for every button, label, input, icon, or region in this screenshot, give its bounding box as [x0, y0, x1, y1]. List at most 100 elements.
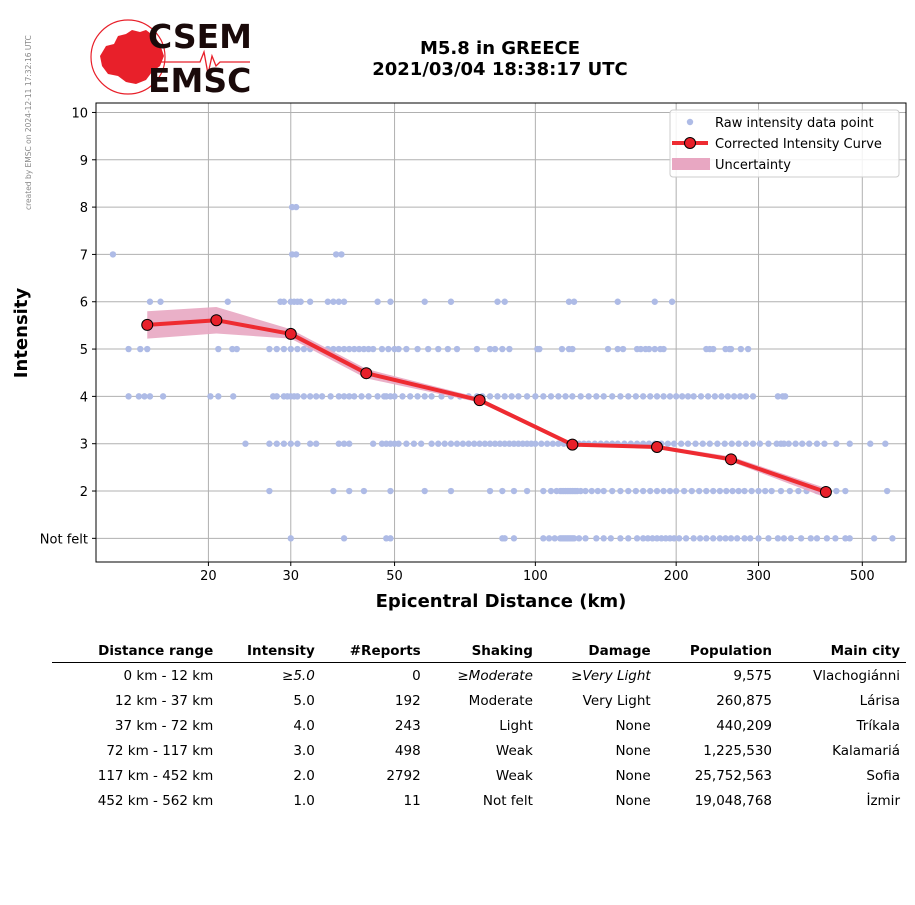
raw-data-point [774, 393, 782, 400]
raw-data-point [523, 393, 531, 400]
raw-data-point [447, 487, 455, 495]
raw-data-point [668, 298, 676, 305]
plot-frame [95, 102, 907, 563]
raw-data-point [486, 345, 494, 353]
raw-data-point [515, 393, 522, 400]
raw-data-point [547, 487, 555, 495]
raw-data-point [684, 393, 692, 400]
raw-data-point [207, 393, 214, 400]
raw-data-point [547, 393, 555, 400]
raw-data-point [330, 487, 337, 495]
raw-data-point [699, 440, 706, 447]
side-note: created by EMSC on 2024-12-11 17:32:16 U… [24, 35, 33, 210]
cell-damage: None [615, 792, 651, 809]
y-axis-label: Intensity [11, 288, 32, 379]
raw-data-point [476, 440, 483, 447]
raw-data-point [242, 440, 249, 447]
raw-data-point [360, 487, 368, 495]
cell-intensity: 5.0 [293, 692, 315, 709]
raw-data-point [486, 440, 494, 447]
raw-data-point [585, 393, 592, 400]
raw-data-point [306, 393, 314, 400]
raw-data-point [538, 440, 545, 447]
raw-data-point [651, 345, 658, 353]
raw-data-point [780, 440, 788, 447]
raw-data-point [340, 440, 348, 447]
raw-data-point [459, 440, 467, 447]
raw-data-point [340, 298, 348, 305]
raw-data-point [821, 440, 828, 447]
raw-data-point [280, 345, 288, 353]
raw-data-point [742, 440, 750, 447]
raw-data-point [233, 345, 241, 353]
cell-reports: 2792 [386, 767, 421, 784]
raw-data-point [532, 440, 539, 447]
raw-data-point [453, 345, 461, 353]
raw-data-point [727, 345, 735, 353]
raw-data-point [768, 487, 775, 495]
raw-data-point [833, 487, 840, 495]
raw-data-point [266, 487, 273, 495]
cell-population: 1,225,530 [703, 742, 773, 759]
raw-data-point [684, 440, 692, 447]
corrected-curve-point [141, 318, 154, 331]
raw-data-point [696, 535, 704, 542]
raw-data-point [421, 393, 428, 400]
cell-city: Tríkala [856, 717, 900, 734]
raw-data-point [735, 487, 742, 495]
raw-data-point [823, 535, 831, 542]
y-tick-label: 2 [80, 485, 88, 500]
raw-data-point [273, 440, 280, 447]
raw-data-point [266, 345, 273, 353]
csem-emsc-logo: CSEM EMSC [90, 17, 252, 100]
raw-data-point [399, 393, 406, 400]
logo-line1: CSEM [148, 17, 252, 56]
header-shaking: Shaking [471, 643, 533, 659]
x-tick-label: 100 [523, 569, 548, 584]
raw-data-point [453, 440, 461, 447]
raw-data-point [639, 393, 647, 400]
raw-data-point [421, 487, 428, 495]
raw-data-point [614, 345, 621, 353]
raw-data-point [125, 393, 132, 400]
raw-data-point [723, 487, 730, 495]
raw-data-point [287, 535, 294, 542]
raw-data-point [300, 345, 308, 353]
raw-data-point [617, 535, 624, 542]
raw-data-point [637, 345, 644, 353]
raw-data-point [330, 345, 337, 353]
raw-data-point [273, 393, 280, 400]
raw-data-point [670, 440, 678, 447]
raw-data-point [510, 487, 518, 495]
raw-data-point [551, 535, 558, 542]
legend-raw-marker [686, 118, 694, 126]
raw-data-point [870, 535, 878, 542]
raw-data-point [799, 440, 806, 447]
raw-data-point [351, 393, 358, 400]
raw-data-point [672, 487, 680, 495]
raw-data-point [387, 535, 394, 542]
raw-data-point [465, 440, 472, 447]
raw-data-point [765, 440, 772, 447]
raw-data-point [594, 487, 602, 495]
raw-data-point [889, 535, 896, 542]
raw-data-point [374, 298, 381, 305]
raw-data-point [346, 345, 353, 353]
y-tick-label: 9 [80, 154, 88, 169]
raw-data-point [280, 440, 288, 447]
cell-city: Sofia [866, 767, 900, 784]
cell-damage: None [615, 742, 651, 759]
raw-data-point [577, 393, 584, 400]
raw-data-point [385, 345, 392, 353]
raw-data-point [600, 393, 607, 400]
y-tick-label: 3 [80, 438, 88, 453]
cell-reports: 11 [403, 792, 421, 809]
raw-data-point [369, 440, 377, 447]
raw-data-point [625, 393, 632, 400]
raw-data-point [756, 440, 764, 447]
raw-data-point [846, 535, 853, 542]
logo-line2: EMSC [148, 61, 251, 100]
raw-data-point [609, 393, 616, 400]
raw-data-point [365, 345, 372, 353]
table-row: 452 km - 562 km 1.0 11 Not felt None 19,… [52, 788, 906, 813]
